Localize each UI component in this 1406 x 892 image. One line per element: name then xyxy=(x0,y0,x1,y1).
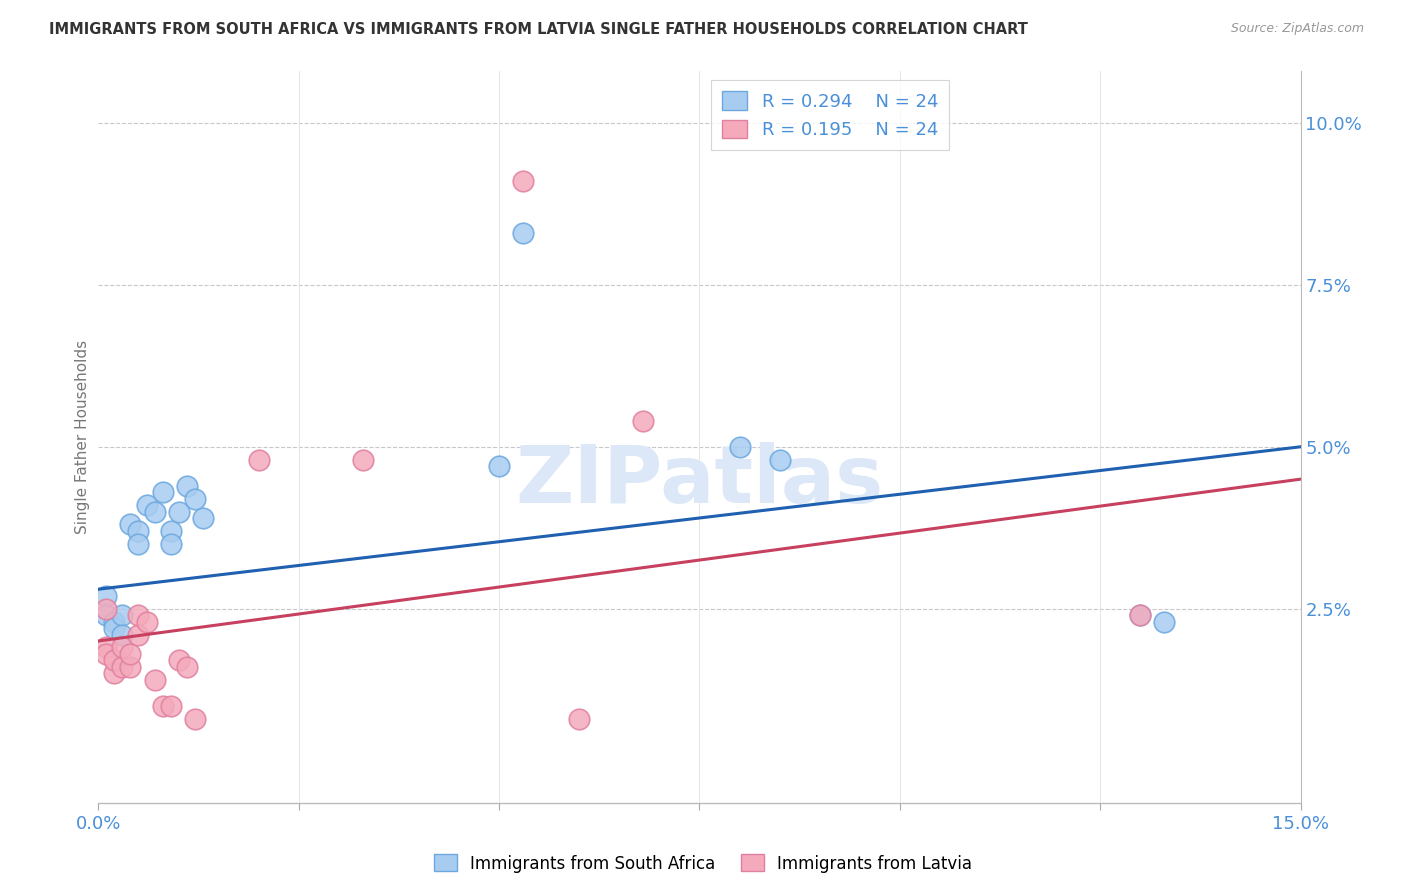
Point xyxy=(128,627,150,641)
Point xyxy=(183,712,205,726)
Point xyxy=(1153,615,1175,629)
Point xyxy=(135,615,157,629)
Point xyxy=(191,511,214,525)
Point xyxy=(633,414,655,428)
Point xyxy=(152,698,174,713)
Point xyxy=(120,647,142,661)
Point xyxy=(120,660,142,674)
Point xyxy=(111,608,134,623)
Point xyxy=(352,452,374,467)
Point xyxy=(96,589,118,603)
Y-axis label: Single Father Households: Single Father Households xyxy=(75,340,90,534)
Point xyxy=(96,601,118,615)
Point xyxy=(728,440,751,454)
Point xyxy=(1129,608,1152,623)
Point xyxy=(96,640,118,655)
Point xyxy=(111,627,134,641)
Point xyxy=(96,647,118,661)
Point xyxy=(128,524,150,538)
Point xyxy=(167,653,190,667)
Point xyxy=(152,485,174,500)
Point xyxy=(183,491,205,506)
Point xyxy=(159,537,181,551)
Point xyxy=(176,478,198,492)
Point xyxy=(512,226,534,240)
Point xyxy=(769,452,792,467)
Point xyxy=(96,608,118,623)
Point xyxy=(488,459,510,474)
Point xyxy=(103,621,125,635)
Text: ZIPatlas: ZIPatlas xyxy=(516,442,883,520)
Point xyxy=(103,615,125,629)
Point xyxy=(128,537,150,551)
Point xyxy=(103,653,125,667)
Point xyxy=(143,504,166,518)
Text: IMMIGRANTS FROM SOUTH AFRICA VS IMMIGRANTS FROM LATVIA SINGLE FATHER HOUSEHOLDS : IMMIGRANTS FROM SOUTH AFRICA VS IMMIGRAN… xyxy=(49,22,1028,37)
Point xyxy=(128,608,150,623)
Point xyxy=(247,452,270,467)
Point xyxy=(103,666,125,681)
Point xyxy=(111,660,134,674)
Point xyxy=(143,673,166,687)
Legend: Immigrants from South Africa, Immigrants from Latvia: Immigrants from South Africa, Immigrants… xyxy=(427,847,979,880)
Point xyxy=(111,640,134,655)
Point xyxy=(1129,608,1152,623)
Point xyxy=(120,517,142,532)
Point xyxy=(167,504,190,518)
Point xyxy=(568,712,591,726)
Text: Source: ZipAtlas.com: Source: ZipAtlas.com xyxy=(1230,22,1364,36)
Point xyxy=(159,524,181,538)
Point xyxy=(159,698,181,713)
Point xyxy=(135,498,157,512)
Point xyxy=(176,660,198,674)
Legend: R = 0.294    N = 24, R = 0.195    N = 24: R = 0.294 N = 24, R = 0.195 N = 24 xyxy=(711,80,949,150)
Point xyxy=(512,174,534,188)
